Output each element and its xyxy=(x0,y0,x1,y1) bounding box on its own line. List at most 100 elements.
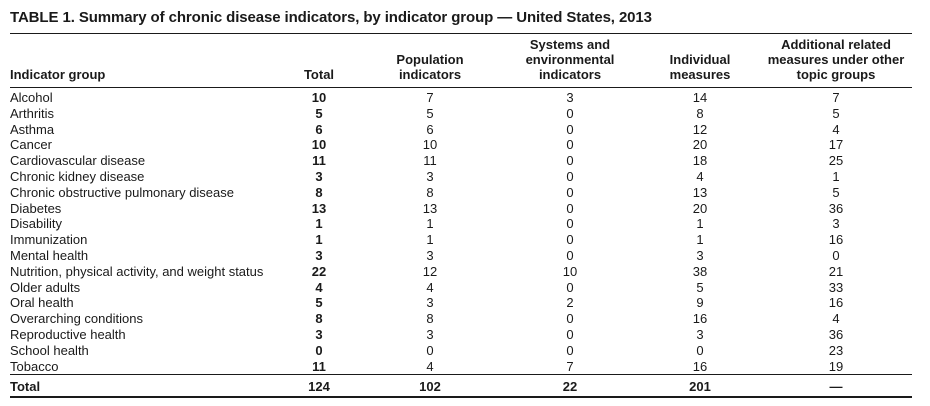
indicator-table: Indicator group Total Population indicat… xyxy=(10,37,912,396)
cell-additional: 17 xyxy=(828,137,844,153)
total-cell-total: 124 xyxy=(308,379,330,395)
cell-individual: 12 xyxy=(692,121,708,137)
cell-population: 13 xyxy=(422,200,438,216)
cell-individual: 8 xyxy=(696,105,704,121)
cell-indicator-group: Mental health xyxy=(10,247,89,263)
cell-indicator-group: Tobacco xyxy=(10,358,59,374)
cell-individual: 20 xyxy=(692,137,708,153)
cell-individual: 4 xyxy=(696,168,704,184)
cell-population: 3 xyxy=(426,326,434,342)
cell-total: 11 xyxy=(312,358,326,374)
table-row: Nutrition, physical activity, and weight… xyxy=(10,264,912,280)
cell-total: 3 xyxy=(315,247,323,263)
cell-total: 10 xyxy=(311,90,327,105)
header-systems-line: Systems and xyxy=(529,37,611,52)
table-row: Chronic kidney disease 3 3 0 4 1 xyxy=(10,169,912,185)
cell-individual: 20 xyxy=(692,200,708,216)
cell-total: 5 xyxy=(315,295,323,311)
cell-indicator-group: Asthma xyxy=(10,121,55,137)
header-population-line: indicators xyxy=(398,67,462,82)
header-additional-line: Additional related xyxy=(781,37,891,52)
cell-individual: 0 xyxy=(696,342,704,358)
cell-population: 10 xyxy=(422,137,438,153)
table-row: Asthma 6 6 0 12 4 xyxy=(10,122,912,138)
bottom-rule xyxy=(10,396,912,398)
cell-systems: 0 xyxy=(566,153,574,169)
table-body: Alcohol 10 7 3 14 7 Arthritis 5 5 0 8 5 Asthma 6 6 0 12 4… xyxy=(10,86,912,396)
cell-population: 12 xyxy=(422,263,438,279)
table-row: Older adults 4 4 0 5 33 xyxy=(10,280,912,296)
cell-indicator-group: Immunization xyxy=(10,232,88,248)
top-rule xyxy=(10,33,912,34)
cell-systems: 0 xyxy=(566,311,574,327)
cell-additional: 16 xyxy=(828,295,844,311)
cell-total: 22 xyxy=(311,263,327,279)
cell-additional: 4 xyxy=(832,121,840,137)
cell-total: 4 xyxy=(315,279,323,295)
cell-population: 8 xyxy=(426,184,434,200)
table-row: Reproductive health 3 3 0 3 36 xyxy=(10,327,912,343)
cell-individual: 9 xyxy=(696,295,704,311)
header-indicator-group: Indicator group xyxy=(10,67,106,82)
table-row: Immunization 1 1 0 1 16 xyxy=(10,232,912,248)
cell-individual: 14 xyxy=(692,90,708,105)
cell-individual: 1 xyxy=(696,216,704,232)
cell-systems: 0 xyxy=(566,184,574,200)
cell-population: 3 xyxy=(426,295,434,311)
cell-systems: 7 xyxy=(566,358,574,374)
total-cell-additional: — xyxy=(829,379,843,395)
table-title: TABLE 1. Summary of chronic disease indi… xyxy=(10,9,652,26)
cell-indicator-group: Alcohol xyxy=(10,90,53,105)
table-row: Tobacco 11 4 7 16 19 xyxy=(10,359,912,375)
cell-total: 5 xyxy=(315,105,323,121)
table-row: Cardiovascular disease 11 11 0 18 25 xyxy=(10,153,912,169)
header-population: Population indicators xyxy=(360,37,500,86)
cell-additional: 36 xyxy=(828,200,844,216)
cell-population: 7 xyxy=(426,90,434,105)
table-row: Arthritis 5 5 0 8 5 xyxy=(10,106,912,122)
header-individual: Individual measures xyxy=(640,37,760,86)
cell-indicator-group: Reproductive health xyxy=(10,326,126,342)
cell-additional: 4 xyxy=(832,311,840,327)
total-cell-individual: 201 xyxy=(689,379,711,395)
cell-additional: 5 xyxy=(832,105,840,121)
header-additional-line: measures under other xyxy=(767,52,905,67)
cell-total: 8 xyxy=(315,311,323,327)
header-population-line: Population xyxy=(396,52,464,67)
cell-indicator-group: Cancer xyxy=(10,137,52,153)
cell-population: 3 xyxy=(426,247,434,263)
cell-additional: 0 xyxy=(832,247,840,263)
cell-individual: 13 xyxy=(692,184,708,200)
cell-total: 11 xyxy=(312,153,326,169)
cell-population: 0 xyxy=(426,342,434,358)
table-row: Disability 1 1 0 1 3 xyxy=(10,216,912,232)
cell-additional: 5 xyxy=(832,184,840,200)
table-row: Diabetes 13 13 0 20 36 xyxy=(10,201,912,217)
cell-population: 1 xyxy=(426,232,434,248)
header-total: Total xyxy=(303,67,335,82)
cell-total: 1 xyxy=(315,216,323,232)
cell-systems: 0 xyxy=(566,137,574,153)
table-row: School health 0 0 0 0 23 xyxy=(10,343,912,359)
header-systems-line: environmental xyxy=(525,52,615,67)
cell-indicator-group: Arthritis xyxy=(10,105,55,121)
cell-population: 5 xyxy=(426,105,434,121)
cell-systems: 0 xyxy=(566,121,574,137)
cell-systems: 0 xyxy=(566,342,574,358)
cell-systems: 10 xyxy=(562,263,578,279)
cell-indicator-group: Oral health xyxy=(10,295,74,311)
cell-total: 8 xyxy=(315,184,323,200)
table-row: Mental health 3 3 0 3 0 xyxy=(10,248,912,264)
cell-total: 3 xyxy=(315,168,323,184)
cell-additional: 19 xyxy=(828,358,844,374)
total-rule xyxy=(10,374,912,375)
cell-population: 1 xyxy=(426,216,434,232)
cell-additional: 1 xyxy=(832,168,840,184)
cell-indicator-group: Older adults xyxy=(10,279,81,295)
total-row: Total 124 102 22 201 — xyxy=(10,374,912,396)
cell-systems: 0 xyxy=(566,200,574,216)
cell-population: 4 xyxy=(426,358,434,374)
header-individual-line: Individual xyxy=(669,52,731,67)
header-rule xyxy=(10,87,912,88)
table-row: Alcohol 10 7 3 14 7 xyxy=(10,86,912,106)
